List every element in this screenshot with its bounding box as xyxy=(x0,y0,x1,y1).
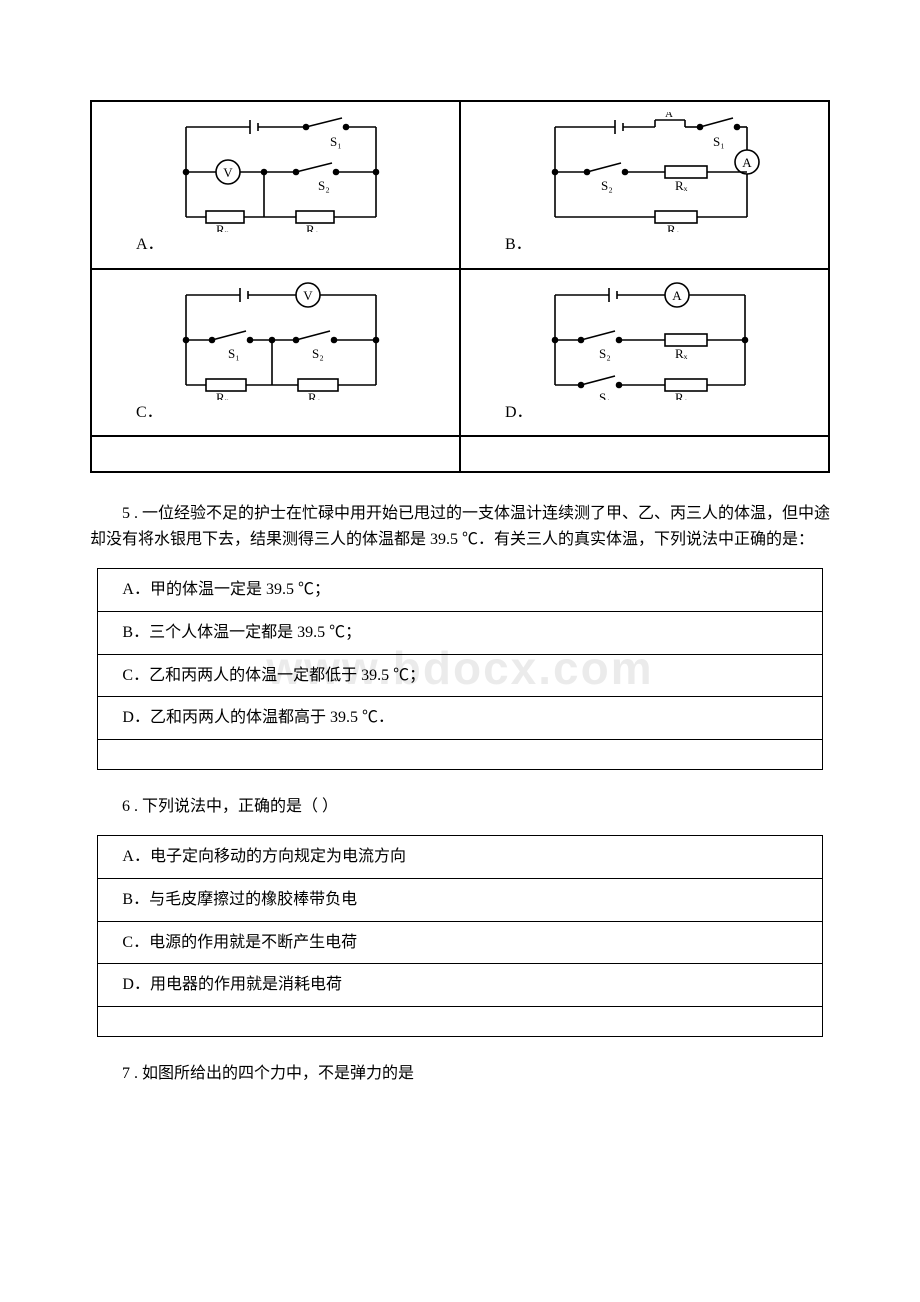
q5-option-a: A．甲的体温一定是 39.5 ℃； xyxy=(98,569,822,612)
q6-option-b: B．与毛皮摩擦过的橡胶棒带负电 xyxy=(98,878,822,921)
q6-option-c: C．电源的作用就是不断产生电荷 xyxy=(98,921,822,964)
empty-cell-left xyxy=(91,436,460,472)
svg-text:V: V xyxy=(223,165,233,180)
svg-text:Rₓ: Rₓ xyxy=(675,346,688,361)
q5-empty-row xyxy=(98,739,822,769)
option-letter-d: D． xyxy=(505,400,533,426)
option-a-cell: V S₁ S₂ Rₓ R₁ A． xyxy=(91,101,460,269)
question-6-text: 6 . 下列说法中，正确的是（ ） xyxy=(90,794,830,820)
svg-text:A: A xyxy=(665,112,673,120)
svg-text:V: V xyxy=(303,288,313,303)
svg-text:Rₓ: Rₓ xyxy=(216,390,229,400)
svg-text:S₂: S₂ xyxy=(599,346,611,361)
svg-text:Rₓ: Rₓ xyxy=(216,222,229,232)
svg-text:A: A xyxy=(742,155,752,170)
option-letter-a: A． xyxy=(136,232,164,258)
option-letter-c: C． xyxy=(136,400,163,426)
question-5-text: 5 . 一位经验不足的护士在忙碌中用开始已甩过的一支体温计连续测了甲、乙、丙三人… xyxy=(90,501,830,552)
circuit-a-svg: V S₁ S₂ Rₓ R₁ xyxy=(146,112,406,232)
svg-text:S₁: S₁ xyxy=(330,134,342,149)
svg-text:S₂: S₂ xyxy=(312,346,324,361)
question-7-text: 7 . 如图所给出的四个力中，不是弹力的是 xyxy=(90,1061,830,1087)
option-c-cell: V S₁ S₂ Rₓ R₁ C． xyxy=(91,269,460,437)
q5-option-c: C．乙和丙两人的体温一定都低于 39.5 ℃； xyxy=(98,654,822,697)
q5-option-b: B．三个人体温一定都是 39.5 ℃； xyxy=(98,611,822,654)
q6-option-a: A．电子定向移动的方向规定为电流方向 xyxy=(98,836,822,879)
circuit-b-svg: A A S₁ S₂ Rₓ R₁ xyxy=(515,112,775,232)
svg-text:R₁: R₁ xyxy=(675,390,688,400)
option-b-cell: A A S₁ S₂ Rₓ R₁ B． xyxy=(460,101,829,269)
circuit-d-svg: A S₂ Rₓ S₁ R₁ xyxy=(515,280,775,400)
svg-text:S₂: S₂ xyxy=(601,178,613,193)
question-5-options: A．甲的体温一定是 39.5 ℃； B．三个人体温一定都是 39.5 ℃； C．… xyxy=(97,568,822,769)
svg-text:S₁: S₁ xyxy=(599,390,611,400)
circuit-c-svg: V S₁ S₂ Rₓ R₁ xyxy=(146,280,406,400)
option-letter-b: B． xyxy=(505,232,532,258)
q5-option-d: D．乙和丙两人的体温都高于 39.5 ℃． xyxy=(98,697,822,740)
circuit-options-grid: V S₁ S₂ Rₓ R₁ A． xyxy=(90,100,830,473)
option-d-cell: A S₂ Rₓ S₁ R₁ D． xyxy=(460,269,829,437)
empty-cell-right xyxy=(460,436,829,472)
svg-text:R₁: R₁ xyxy=(306,222,319,232)
svg-text:R₁: R₁ xyxy=(308,390,321,400)
q6-option-d: D．用电器的作用就是消耗电荷 xyxy=(98,964,822,1007)
svg-text:Rₓ: Rₓ xyxy=(675,178,688,193)
svg-text:A: A xyxy=(672,288,682,303)
q6-empty-row xyxy=(98,1006,822,1036)
svg-text:R₁: R₁ xyxy=(667,222,680,232)
svg-text:S₁: S₁ xyxy=(713,134,725,149)
question-6-options: A．电子定向移动的方向规定为电流方向 B．与毛皮摩擦过的橡胶棒带负电 C．电源的… xyxy=(97,835,822,1036)
svg-text:S₂: S₂ xyxy=(318,178,330,193)
svg-text:S₁: S₁ xyxy=(228,346,240,361)
